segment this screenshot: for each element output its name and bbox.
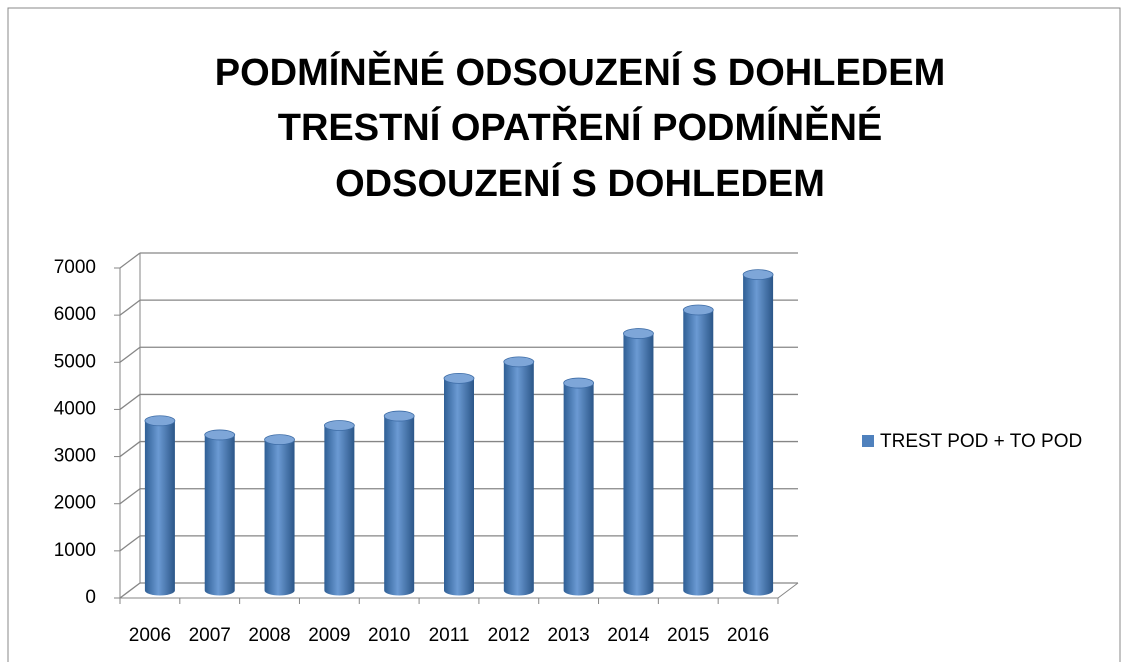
grid-line — [119, 346, 141, 363]
x-tick-label: 2011 — [429, 625, 470, 646]
grid-line — [119, 535, 141, 552]
bar — [264, 439, 295, 596]
bar-top — [563, 377, 595, 389]
x-tick-label: 2007 — [189, 625, 231, 646]
bar — [204, 434, 235, 596]
x-tick-label: 2008 — [248, 625, 290, 646]
y-tick-label: 7000 — [54, 257, 96, 278]
bar-top — [264, 434, 295, 446]
y-tick-label: 4000 — [54, 398, 96, 419]
bar — [563, 383, 594, 596]
x-tick-label: 2015 — [667, 625, 709, 646]
x-tick-label: 2012 — [488, 625, 530, 646]
bar-top — [742, 269, 774, 281]
grid-line — [119, 488, 141, 505]
chart-title: PODMÍNĚNÉ ODSOUZENÍ S DOHLEDEM — [215, 50, 946, 94]
y-tick-label: 1000 — [54, 540, 96, 561]
bar-top — [443, 372, 475, 384]
grid-line — [119, 582, 141, 599]
bar — [683, 310, 714, 596]
y-tick-label: 5000 — [54, 351, 96, 372]
grid-line — [119, 299, 141, 316]
legend-label: TREST POD + TO POD — [880, 431, 1082, 452]
grid-line — [119, 441, 141, 458]
bar — [384, 416, 415, 596]
bar-top — [682, 304, 714, 316]
y-tick-label: 6000 — [54, 304, 96, 325]
chart-title: ODSOUZENÍ S DOHLEDEM — [335, 161, 825, 205]
bar-top — [623, 328, 654, 339]
chart-title: TRESTNÍ OPATŘENÍ PODMÍNĚNÉ — [278, 105, 883, 149]
bar — [144, 420, 175, 596]
x-tick-label: 2006 — [129, 625, 171, 646]
bar-top — [323, 420, 355, 431]
bar — [623, 333, 654, 596]
frame — [7, 7, 1121, 662]
y-tick-label: 2000 — [54, 493, 96, 514]
x-tick-label: 2013 — [547, 625, 589, 646]
bar-top — [144, 415, 176, 427]
bar — [503, 361, 534, 596]
y-tick-label: 3000 — [54, 446, 96, 467]
x-tick-label: 2014 — [607, 625, 650, 646]
axis-line — [777, 582, 799, 599]
x-tick-label: 2010 — [368, 625, 410, 646]
bar-top — [383, 410, 415, 422]
y-tick-label: 0 — [85, 587, 96, 608]
grid-line — [119, 252, 141, 269]
bar — [324, 425, 355, 596]
bar — [743, 274, 774, 596]
grid-line — [119, 393, 141, 410]
bar-top — [503, 356, 535, 368]
bar — [444, 378, 474, 596]
legend-swatch — [862, 435, 874, 447]
x-tick-label: 2009 — [308, 625, 350, 646]
bar-top — [204, 429, 236, 441]
x-tick-label: 2016 — [727, 625, 769, 646]
